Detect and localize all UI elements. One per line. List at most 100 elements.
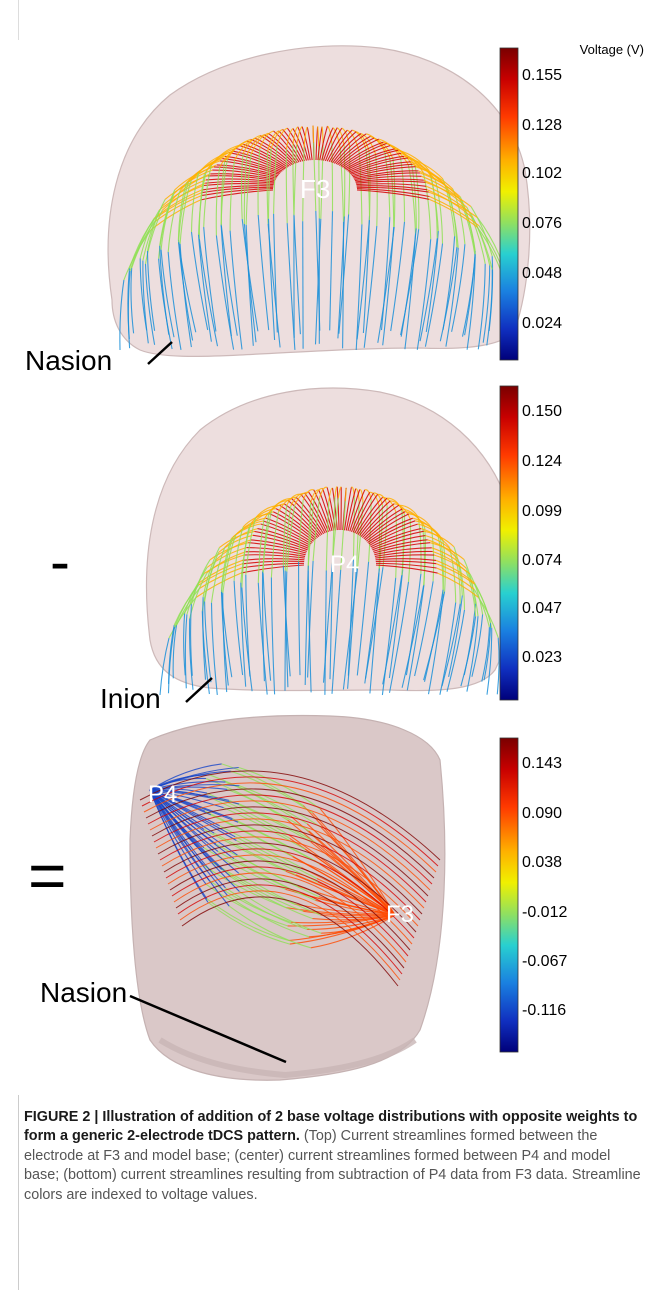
streamline [261,571,265,682]
streamline [269,513,314,542]
streamline [310,914,396,949]
caption-body: (Top) Current streamlines formed between… [24,1128,641,1203]
streamline [279,504,318,538]
streamline [198,239,219,347]
tick-label: 0.099 [522,503,562,520]
tick-label: 0.047 [522,600,562,617]
streamline [344,148,395,170]
streamline [262,573,272,681]
streamline [149,777,207,791]
streamline [143,782,437,873]
tick-label: 0.102 [522,165,562,182]
streamline [451,244,466,332]
streamline [190,172,200,233]
streamline [233,580,244,676]
streamline [218,534,254,553]
streamline [434,554,471,575]
streamline [428,191,478,218]
streamline [202,547,220,598]
tick-label: 0.128 [522,117,562,134]
streamline [257,528,310,548]
streamline [228,905,311,949]
streamline [270,511,280,578]
tick-label: 0.074 [522,552,562,569]
streamline [149,789,240,892]
landmark-label-nasion-bottom: Nasion [40,977,127,1008]
tick-label: -0.012 [522,904,567,921]
streamline [159,830,421,921]
streamline [321,127,334,161]
streamline [388,581,410,693]
streamline [430,542,465,561]
colorbar-ticks-center: 0.150 0.124 0.099 0.074 0.047 0.023 [522,403,562,666]
streamline [388,569,404,679]
streamline [441,603,461,687]
streamline [222,592,228,693]
streamline [372,535,426,551]
streamline [206,898,289,942]
panel-center: P4 Inion - 0.150 0.124 0.099 0.074 0.047… [50,385,562,714]
streamline [172,625,178,679]
streamline [159,189,176,246]
streamline [343,145,391,169]
streamline [167,854,413,945]
streamline [145,788,435,879]
streamline [266,151,269,224]
streamline [419,172,461,198]
streamline [375,560,437,565]
streamline [331,498,339,564]
streamline [169,860,411,951]
streamline [312,125,315,143]
streamline [434,179,444,244]
streamline [171,866,409,957]
electrode-label-f3-bottom: F3 [386,901,414,928]
streamline [319,486,328,498]
streamline [310,489,319,504]
streamline [356,183,427,187]
streamline [267,132,298,164]
streamline [242,134,261,155]
streamline [327,125,333,144]
streamline [337,216,345,339]
streamline [235,517,266,536]
streamline [334,486,338,498]
streamline [356,185,428,191]
streamline [354,172,421,180]
tick-label: 0.048 [522,265,562,282]
streamline [317,126,323,161]
streamline [215,167,221,236]
streamline [179,243,192,348]
streamline [350,491,371,532]
streamline [240,153,244,220]
streamline [297,126,309,161]
tick-label: 0.024 [522,315,562,332]
streamline [181,896,399,987]
streamline [304,565,309,686]
streamline [188,618,194,690]
streamlines-top [119,125,510,351]
streamline [352,492,375,533]
streamline [300,493,326,534]
streamline [496,637,500,695]
streamline [246,134,265,156]
streamline [179,890,401,981]
streamline [326,129,348,162]
streamline [237,854,320,898]
streamline [359,500,391,536]
streamline [162,182,206,211]
streamline [348,155,405,173]
streamline [343,146,346,217]
tick-label: -0.067 [522,953,567,970]
streamline [325,501,330,571]
streamline [207,175,276,182]
streamline [160,249,175,338]
streamline [419,238,438,342]
tick-label: 0.038 [522,854,562,871]
streamline [400,229,420,336]
colorbar-top [499,47,519,361]
streamline [183,613,186,676]
streamline [312,497,321,562]
streamline [155,818,425,909]
tick-label: 0.090 [522,805,562,822]
tick-label: 0.076 [522,215,562,232]
